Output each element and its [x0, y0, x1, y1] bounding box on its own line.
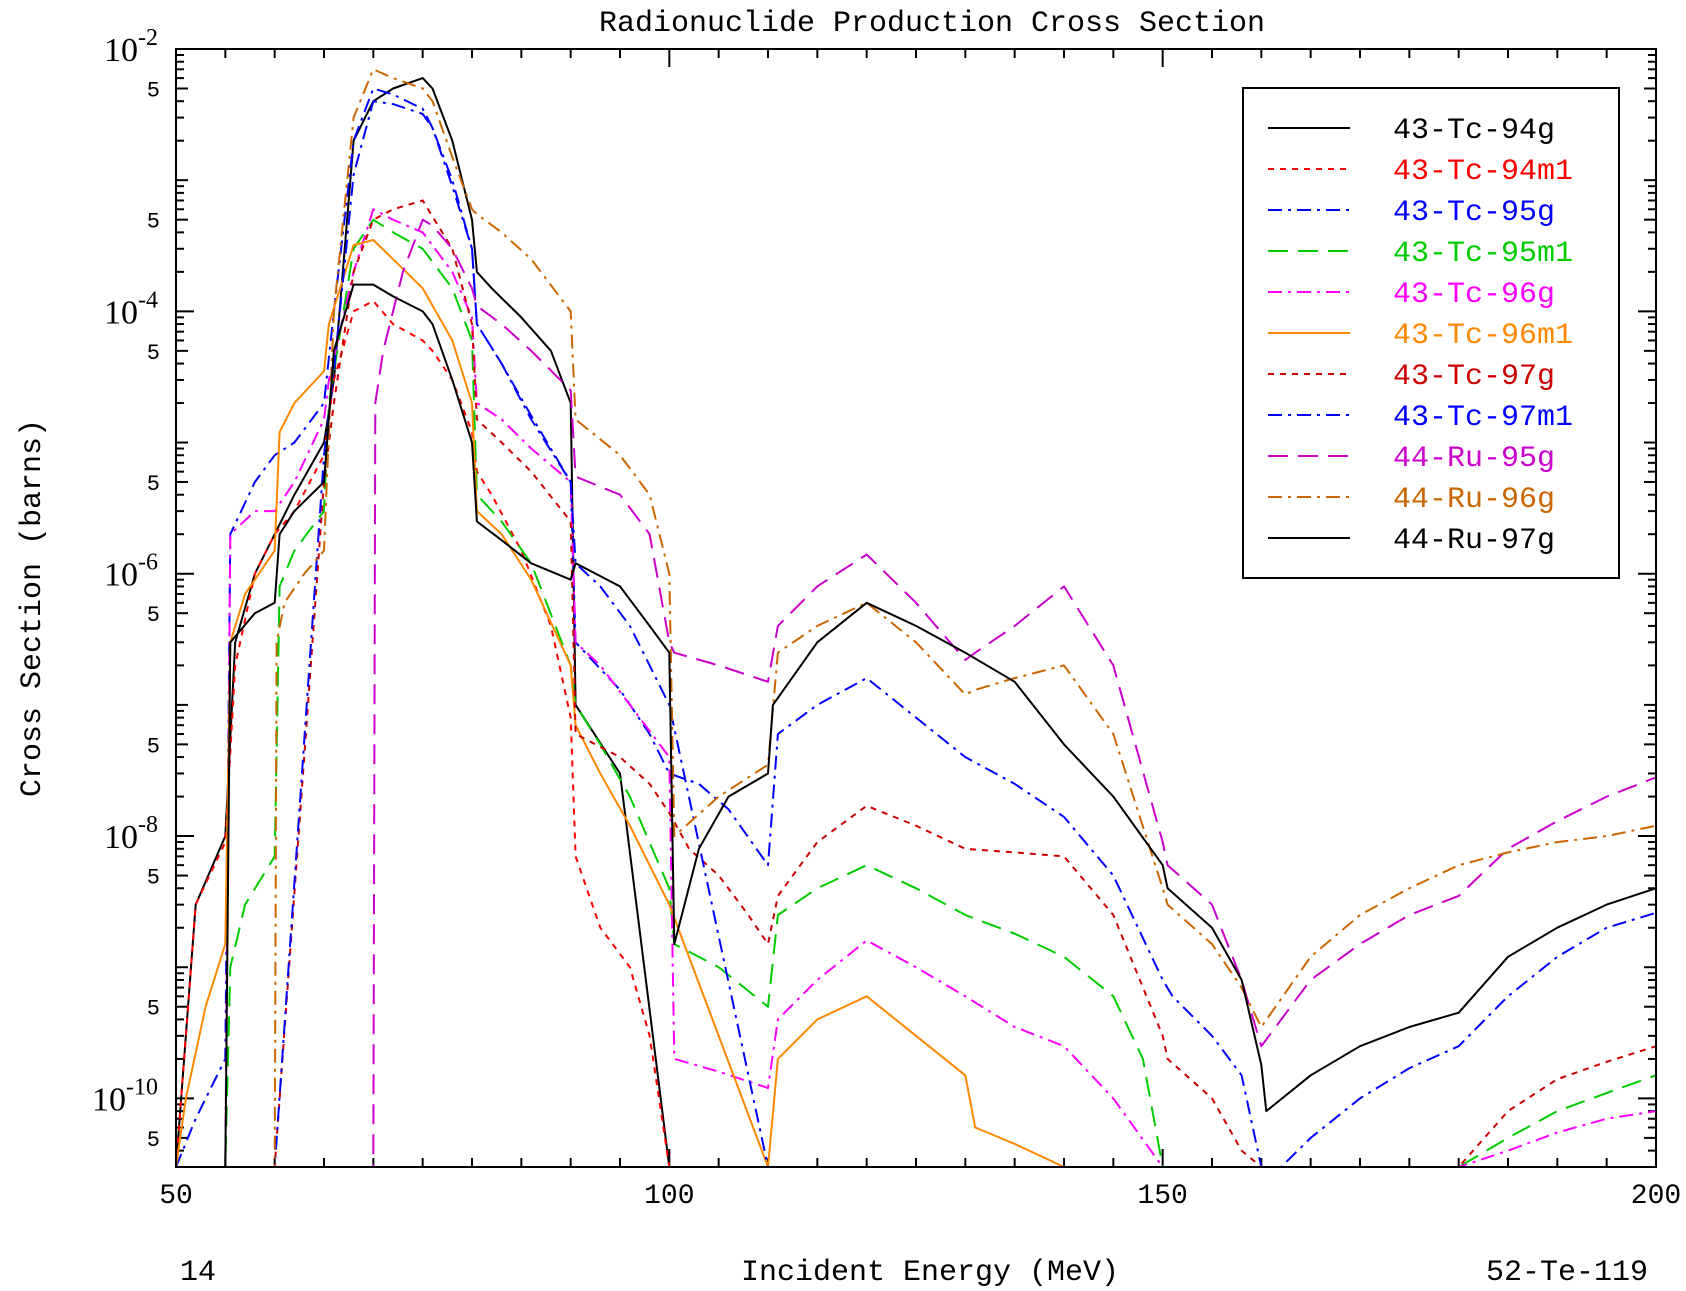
series-lines: [177, 68, 1655, 1166]
y-decade-base: 10: [104, 32, 138, 69]
y-decade-base: 10: [104, 294, 138, 331]
legend-label: 44-Ru-96g: [1393, 483, 1555, 517]
y-minor-tick-label: 5: [147, 472, 160, 497]
legend-label: 43-Tc-97g: [1393, 360, 1555, 394]
y-minor-tick-label: 5: [147, 78, 160, 103]
y-decade-label: 10-6: [104, 550, 158, 594]
series-line-43-Tc-96g: [177, 208, 1655, 1166]
legend-label: 43-Tc-96g: [1393, 278, 1555, 312]
x-axis-label: Incident Energy (MeV): [741, 1256, 1119, 1290]
y-decade-label: 10-8: [104, 812, 158, 856]
x-axis-tick-labels: 50 100 150 200: [159, 1181, 1681, 1212]
y-minor-tick-label: 5: [147, 997, 160, 1022]
y-axis-label: Cross Section (barns): [16, 419, 50, 797]
y-decade-label: 10-10: [92, 1074, 158, 1118]
legend-label: 43-Tc-97m1: [1393, 401, 1573, 435]
y-decade-label: 10-4: [104, 287, 158, 331]
y-decade-exp: -8: [138, 812, 158, 838]
series-line-44-Ru-96g: [177, 68, 1655, 1166]
x-tick-label: 150: [1137, 1181, 1187, 1212]
legend-label: 43-Tc-94g: [1393, 114, 1555, 148]
y-decade-exp: -4: [138, 287, 158, 313]
series-line-43-Tc-95m1: [177, 218, 1655, 1166]
legend-label: 44-Ru-95g: [1393, 442, 1555, 476]
legend-label: 44-Ru-97g: [1393, 524, 1555, 558]
y-minor-tick-label: 5: [147, 866, 160, 891]
series-line-43-Tc-94g: [177, 77, 671, 1166]
y-decade-base: 10: [104, 557, 138, 594]
y-decade-exp: -10: [126, 1074, 158, 1100]
series-line-43-Tc-96m1: [177, 239, 1163, 1166]
y-minor-tick-label: 5: [147, 341, 160, 366]
series-line-44-Ru-97g: [177, 283, 1655, 1166]
y-decade-base: 10: [92, 1081, 126, 1118]
legend-label: 43-Tc-94m1: [1393, 155, 1573, 189]
y-decade-exp: -2: [138, 25, 158, 51]
footer-left-label: 14: [180, 1256, 216, 1290]
legend-label: 43-Tc-95m1: [1393, 237, 1573, 271]
y-minor-tick-label: 5: [147, 734, 160, 759]
y-decade-base: 10: [104, 819, 138, 856]
series-line-43-Tc-94m1: [177, 300, 671, 1166]
x-tick-label: 100: [644, 1181, 694, 1212]
x-tick-label: 50: [159, 1181, 193, 1212]
chart-title: Radionuclide Production Cross Section: [599, 7, 1265, 41]
y-decade-label: 10-2: [104, 25, 158, 69]
y-minor-tick-label: 5: [147, 603, 160, 628]
y-minor-tick-label: 5: [147, 210, 160, 235]
axis-ticks: [175, 48, 1657, 1168]
legend-label: 43-Tc-95g: [1393, 196, 1555, 230]
series-line-44-Ru-95g: [177, 218, 1655, 1166]
x-tick-label: 200: [1631, 1181, 1681, 1212]
series-line-43-Tc-97g: [177, 199, 1655, 1166]
legend-label: 43-Tc-96m1: [1393, 319, 1573, 353]
y-minor-tick-label: 5: [147, 1128, 160, 1153]
legend: 43-Tc-94g 43-Tc-94m1 43-Tc-95g 43-Tc-95m1 43…: [1242, 87, 1620, 579]
y-decade-exp: -6: [138, 550, 158, 576]
footer-right-label: 52-Te-119: [1486, 1256, 1648, 1290]
